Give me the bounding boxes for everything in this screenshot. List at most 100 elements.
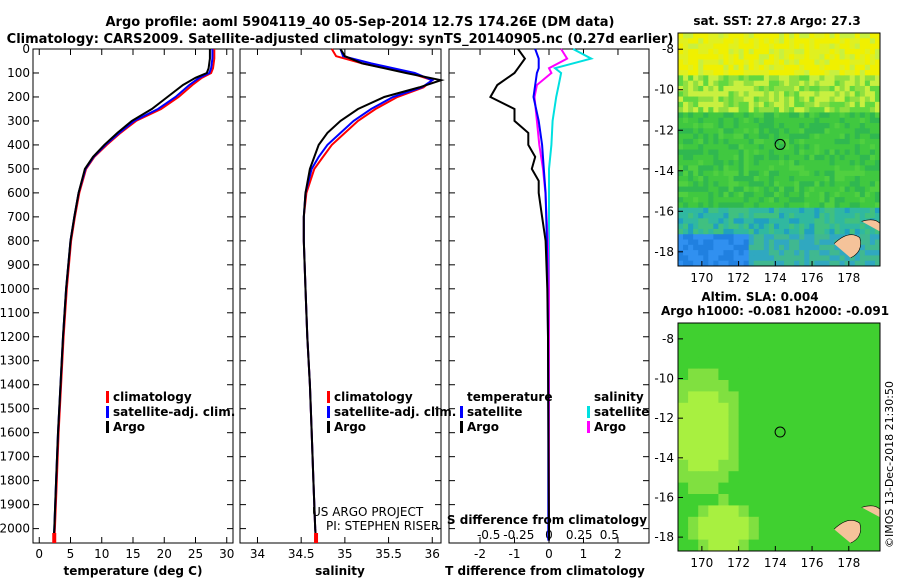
- map-cell: [824, 48, 830, 55]
- map-cell: [768, 43, 775, 50]
- map-cell: [773, 112, 780, 119]
- map-cell: [743, 191, 750, 198]
- map-cell: [784, 133, 790, 140]
- map-cell: [718, 345, 729, 358]
- map-cell: [874, 213, 881, 219]
- map-cell: [758, 228, 765, 235]
- map-cell: [688, 218, 694, 225]
- map-cell: [698, 160, 704, 166]
- map-cell: [874, 107, 881, 113]
- map-cell: [713, 207, 719, 214]
- map-cell: [758, 516, 770, 529]
- map-cell: [698, 345, 709, 358]
- map-cell: [753, 181, 760, 188]
- map-cell: [809, 154, 815, 161]
- map-cell: [693, 138, 699, 145]
- map-cell: [809, 528, 820, 541]
- header-line2: Climatology: CARS2009. Satellite-adjuste…: [7, 32, 674, 47]
- map-cell: [839, 33, 846, 39]
- x-tick-label: 30: [219, 547, 234, 561]
- map-cell: [814, 181, 820, 188]
- map-cell: [708, 175, 714, 182]
- map-cell: [743, 59, 750, 66]
- map-cell: [713, 59, 719, 66]
- map-cell: [784, 33, 790, 39]
- map-cell: [794, 117, 800, 124]
- map-cell: [824, 207, 830, 214]
- map-cell: [849, 260, 856, 267]
- map-cell: [824, 128, 830, 135]
- map-cell: [693, 207, 699, 214]
- map-cell: [768, 380, 780, 392]
- map-cell: [748, 43, 755, 50]
- map-cell: [834, 165, 841, 172]
- map-cell: [718, 334, 729, 347]
- map-cell: [713, 91, 719, 98]
- map-cell: [859, 391, 871, 404]
- map-cell: [849, 223, 856, 230]
- fiji-viti-levu: [833, 234, 861, 259]
- map-cell: [864, 138, 871, 145]
- map-cell: [834, 175, 841, 182]
- map-cell: [738, 345, 750, 358]
- map-cell: [834, 85, 841, 92]
- map-cell: [784, 80, 790, 87]
- map-cell: [854, 43, 861, 50]
- map-cell: [839, 494, 851, 506]
- map-cell: [839, 207, 846, 214]
- map-cell: [799, 244, 805, 251]
- map-cell: [758, 80, 765, 87]
- map-cell: [839, 505, 851, 518]
- map-cell: [789, 345, 800, 358]
- map-cell: [708, 80, 714, 87]
- map-cell: [728, 323, 740, 335]
- map-cell: [748, 75, 755, 82]
- map-cell: [809, 165, 815, 172]
- map-cell: [688, 448, 699, 461]
- map-cell: [849, 323, 861, 335]
- map-cell: [844, 186, 851, 193]
- map-cell: [859, 223, 866, 230]
- map-cell: [683, 117, 689, 124]
- map-cell: [849, 181, 856, 188]
- map-cell: [819, 402, 830, 415]
- map-cell: [683, 75, 689, 82]
- map-cell: [758, 138, 765, 145]
- map-cell: [758, 54, 765, 60]
- map-cell: [799, 191, 805, 198]
- map-cell: [829, 323, 841, 335]
- legend-label: satellite-adj. clim.: [334, 405, 456, 419]
- map-cell: [758, 123, 765, 129]
- map-cell: [859, 38, 866, 45]
- map-cell: [784, 213, 790, 219]
- map-cell: [768, 459, 780, 472]
- bottom-marker: [52, 533, 57, 543]
- map-cell: [708, 239, 714, 246]
- map-cell: [869, 85, 876, 92]
- map-cell: [713, 75, 719, 82]
- map-cell: [829, 516, 841, 529]
- map-cell: [874, 144, 881, 150]
- map-cell: [698, 48, 704, 55]
- map-cell: [718, 528, 729, 541]
- map-cell: [874, 38, 881, 45]
- map-cell: [713, 133, 719, 140]
- map-cell: [779, 154, 785, 161]
- map-cell: [708, 425, 719, 438]
- map-cell: [824, 186, 830, 193]
- map-cell: [839, 368, 851, 381]
- x-tick-label: -1: [509, 547, 521, 561]
- map-cell: [794, 250, 800, 256]
- map-cell: [779, 117, 785, 124]
- map-cell: [718, 101, 724, 108]
- map-cell: [738, 448, 750, 461]
- x-tick-label: 0: [545, 547, 553, 561]
- map-cell: [703, 133, 709, 140]
- map-cell: [728, 425, 740, 438]
- legend-swatch-t-argo: [460, 421, 463, 433]
- map-cell: [733, 54, 740, 60]
- map-cell: [859, 207, 866, 214]
- map-cell: [824, 64, 830, 71]
- map-cell: [768, 175, 775, 182]
- map-cell: [854, 85, 861, 92]
